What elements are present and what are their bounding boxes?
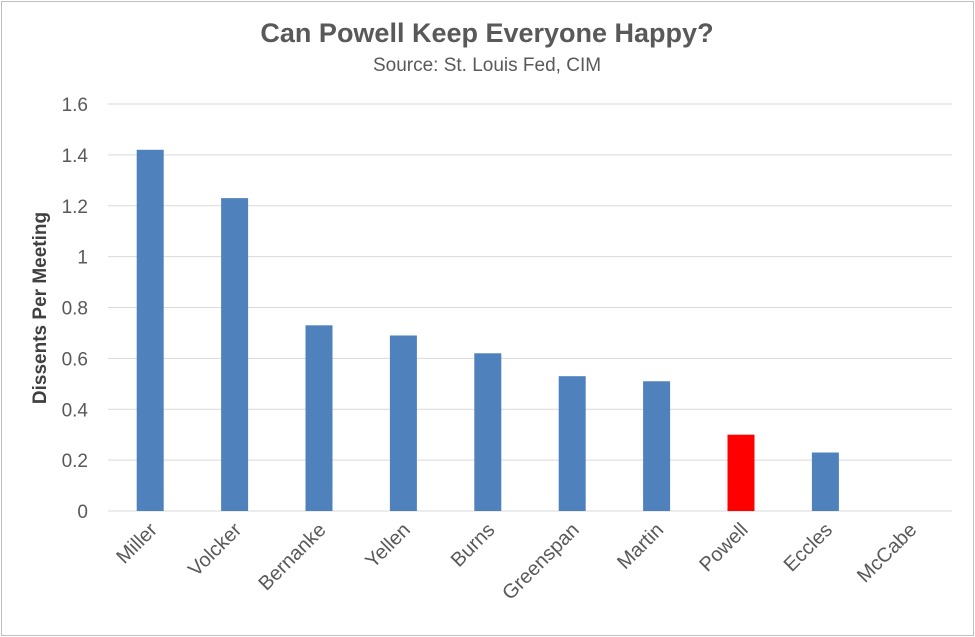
x-tick-label: Yellen (361, 519, 415, 573)
x-tick-label: Eccles (780, 519, 837, 576)
y-tick-label: 1.6 (62, 95, 88, 116)
x-tick-label: Powell (695, 519, 752, 576)
y-tick-label: 0.8 (62, 299, 88, 320)
x-tick-label: McCabe (853, 519, 921, 587)
x-tick-label: Miller (112, 519, 162, 569)
y-tick-label: 0.6 (62, 349, 88, 370)
bars (136, 149, 839, 511)
bar-burns (474, 353, 502, 511)
x-tick-label: Burns (447, 519, 500, 572)
bar-volcker (221, 198, 249, 511)
bar-eccles (811, 452, 839, 511)
y-tick-label: 1.4 (62, 146, 89, 167)
y-tick-label: 0 (77, 502, 88, 523)
y-tick-label: 0.2 (62, 451, 88, 472)
bar-greenspan (558, 376, 586, 511)
x-tick-label: Volcker (184, 519, 246, 581)
x-tick-label: Greenspan (498, 519, 584, 605)
bar-miller (136, 149, 164, 511)
x-axis-categories: Miller Volcker Bernanke Yellen BurnsGreenspa… (112, 519, 921, 605)
bar-powell (727, 434, 755, 511)
chart-subtitle: Source: St. Louis Fed, CIM (373, 55, 601, 76)
y-tick-label: 1.2 (62, 197, 88, 218)
y-axis-ticks: 0 0.2 0.4 0.6 0.8 1 1.2 1.4 1.6 (62, 95, 89, 523)
y-tick-label: 0.4 (62, 400, 89, 421)
x-tick-label: Martin (613, 519, 668, 574)
bar-bernanke (305, 325, 333, 511)
gridlines (108, 103, 952, 512)
chart-title: Can Powell Keep Everyone Happy? (260, 18, 713, 48)
bar-martin (643, 381, 671, 511)
bar-yellen (389, 335, 417, 511)
y-axis-label: Dissents Per Meeting (30, 212, 51, 404)
x-tick-label: Bernanke (254, 519, 330, 595)
y-tick-label: 1 (77, 248, 88, 269)
